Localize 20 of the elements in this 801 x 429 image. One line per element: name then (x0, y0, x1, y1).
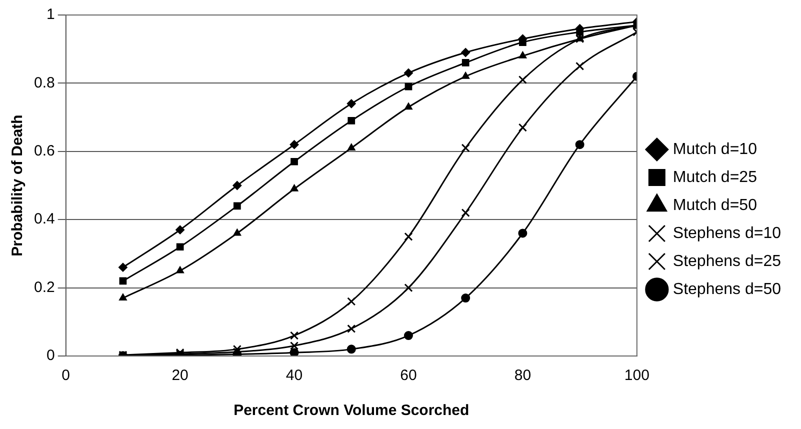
legend-label: Stephens d=25 (672, 252, 782, 270)
x-tick-label: 100 (624, 367, 650, 384)
y-tick-label: 0.6 (34, 142, 55, 160)
legend-label: Mutch d=25 (672, 168, 758, 186)
y-tick-label: 0.2 (34, 278, 55, 296)
legend-label: Mutch d=50 (672, 196, 758, 214)
y-tick-label: 0 (46, 347, 55, 364)
x-tick-label: 0 (62, 367, 70, 384)
legend-label: Mutch d=10 (672, 140, 758, 158)
legend-label: Stephens d=10 (672, 224, 782, 242)
y-axis-title: Probability of Death (9, 114, 26, 256)
x-axis-title: Percent Crown Volume Scorched (234, 402, 470, 420)
x-tick-label: 80 (514, 367, 532, 384)
y-tick-label: 0.8 (34, 74, 55, 92)
x-tick-label: 40 (286, 367, 303, 384)
x-tick-label: 20 (172, 367, 188, 384)
legend-label: Stephens d=50 (672, 280, 782, 298)
x-tick-label: 60 (400, 367, 417, 384)
y-tick-label: 1 (46, 6, 55, 24)
y-tick-label: 0.4 (34, 210, 55, 228)
